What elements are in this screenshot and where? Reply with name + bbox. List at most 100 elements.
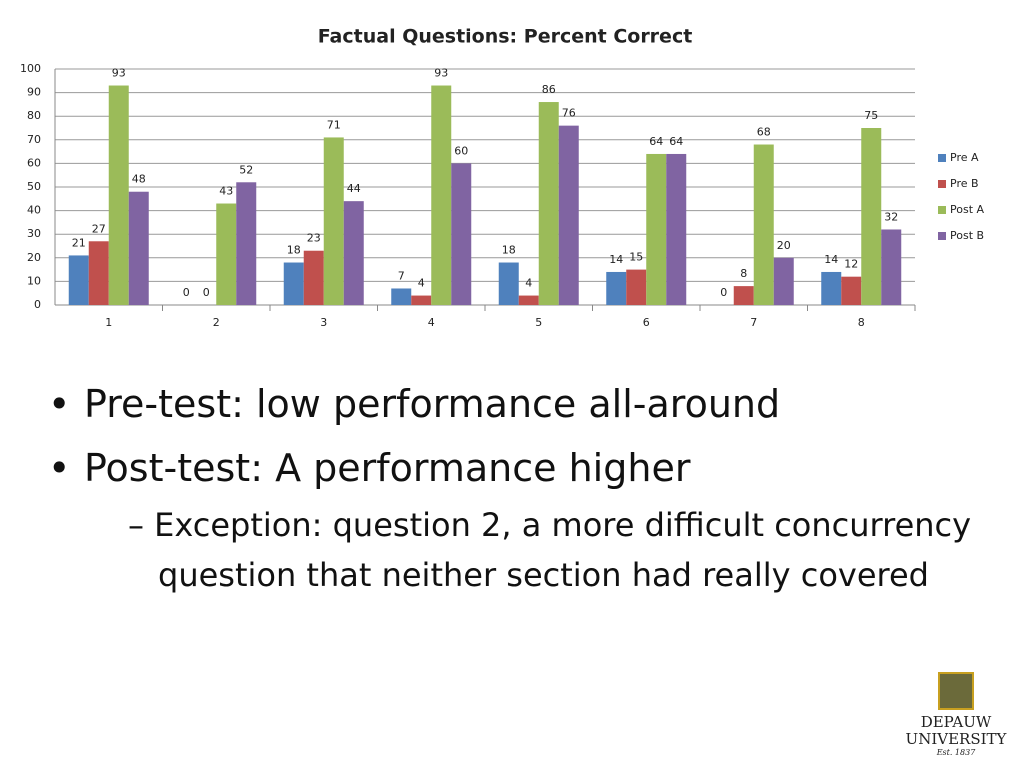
data-label: 0	[203, 286, 210, 299]
data-label: 71	[327, 118, 341, 131]
data-label: 21	[72, 236, 86, 249]
data-label: 64	[649, 135, 663, 148]
y-tick-label: 60	[27, 156, 41, 169]
x-tick-label: 5	[535, 316, 542, 329]
bar	[666, 153, 687, 305]
bullet: Pre-test: low performance all-around	[48, 372, 978, 436]
data-label: 43	[219, 185, 233, 198]
data-label: 27	[92, 222, 106, 235]
logo-image	[938, 672, 974, 710]
y-tick-label: 10	[27, 274, 41, 287]
data-label: 4	[418, 277, 425, 290]
bullet-list: Pre-test: low performance all-around Pos…	[48, 372, 978, 600]
bar	[518, 295, 539, 305]
bar	[343, 201, 364, 305]
logo: DEPAUW UNIVERSITY Est. 1837	[896, 672, 1016, 757]
data-label: 75	[864, 109, 878, 122]
bar	[88, 241, 109, 305]
data-label: 60	[454, 144, 468, 157]
x-tick-label: 1	[105, 316, 112, 329]
y-tick-label: 50	[27, 180, 41, 193]
data-label: 86	[542, 83, 556, 96]
bar	[733, 286, 754, 305]
data-label: 18	[287, 244, 301, 257]
chart: Factual Questions: Percent Correct 01020…	[20, 26, 985, 330]
legend-label: Post A	[950, 203, 985, 216]
data-label: 0	[720, 286, 727, 299]
legend-swatch	[938, 206, 946, 214]
bar	[753, 144, 774, 305]
x-tick-label: 8	[858, 316, 865, 329]
data-label: 4	[525, 277, 532, 290]
legend-label: Pre B	[950, 177, 979, 190]
y-tick-label: 0	[34, 298, 41, 311]
bar	[68, 255, 89, 305]
data-label: 18	[502, 244, 516, 257]
data-label: 12	[844, 258, 858, 271]
data-label: 7	[398, 269, 405, 282]
data-label: 20	[777, 239, 791, 252]
bar	[773, 257, 794, 305]
bar	[431, 85, 452, 306]
data-label: 14	[824, 253, 838, 266]
y-tick-label: 20	[27, 251, 41, 264]
bar	[646, 153, 667, 305]
data-label: 48	[132, 173, 146, 186]
data-label: 93	[112, 67, 126, 80]
legend-label: Pre A	[950, 151, 979, 164]
data-label: 64	[669, 135, 683, 148]
sub-bullet: Exception: question 2, a more difficult …	[128, 500, 978, 600]
y-tick-label: 90	[27, 86, 41, 99]
bar	[128, 191, 149, 305]
data-label: 52	[239, 163, 253, 176]
logo-text: UNIVERSITY	[905, 730, 1007, 748]
bar	[538, 102, 559, 305]
bar	[216, 203, 237, 305]
logo-text: Est. 1837	[936, 748, 976, 757]
bar	[821, 271, 842, 305]
legend-swatch	[938, 154, 946, 162]
y-tick-label: 40	[27, 204, 41, 217]
legend-label: Post B	[950, 229, 984, 242]
y-tick-label: 30	[27, 227, 41, 240]
y-tick-label: 80	[27, 109, 41, 122]
bar	[303, 250, 324, 305]
chart-title: Factual Questions: Percent Correct	[318, 26, 693, 48]
bar	[606, 271, 627, 305]
bar	[841, 276, 862, 305]
logo-text: DEPAUW	[920, 713, 992, 731]
bar	[108, 85, 129, 306]
data-label: 32	[884, 210, 898, 223]
data-label: 0	[183, 286, 190, 299]
bar	[323, 137, 344, 305]
data-label: 93	[434, 67, 448, 80]
bar	[881, 229, 902, 305]
bar	[236, 182, 257, 305]
x-tick-label: 7	[750, 316, 757, 329]
data-label: 23	[307, 232, 321, 245]
data-label: 76	[562, 107, 576, 120]
bar	[391, 288, 412, 305]
data-label: 44	[347, 182, 361, 195]
y-tick-label: 70	[27, 133, 41, 146]
bar	[451, 163, 472, 305]
bar	[498, 262, 519, 305]
bar	[626, 269, 647, 305]
legend-swatch	[938, 232, 946, 240]
x-tick-label: 6	[643, 316, 650, 329]
bar	[283, 262, 304, 305]
x-tick-label: 4	[428, 316, 435, 329]
data-label: 15	[629, 251, 643, 264]
legend-swatch	[938, 180, 946, 188]
data-label: 8	[740, 267, 747, 280]
data-label: 68	[757, 126, 771, 139]
bar	[411, 295, 432, 305]
bar	[558, 125, 579, 305]
data-label: 14	[609, 253, 623, 266]
x-tick-label: 3	[320, 316, 327, 329]
bar	[861, 128, 882, 305]
x-tick-label: 2	[213, 316, 220, 329]
bullet: Post-test: A performance higher	[48, 436, 978, 500]
y-tick-label: 100	[20, 62, 41, 75]
